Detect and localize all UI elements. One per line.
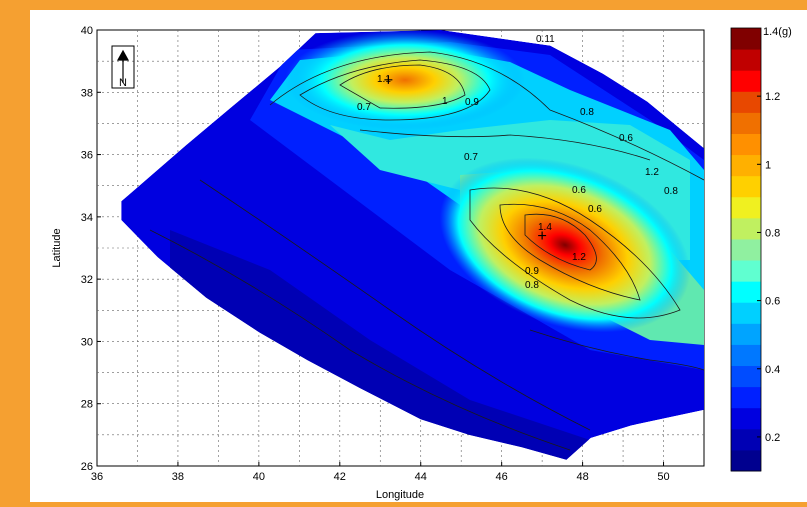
colorbar-band <box>731 344 761 367</box>
contour-line <box>199 179 591 431</box>
colorbar-tick-label: 0.6 <box>765 296 780 308</box>
colorbar-tick-label: 0.4 <box>765 364 780 376</box>
colorbar-band <box>731 91 761 113</box>
north-arrow-icon <box>116 49 130 83</box>
colorbar-ticks: 1.2 1 0.8 0.6 0.4 0.2 <box>757 91 780 444</box>
colorbar-band <box>731 449 761 472</box>
colorbar-band <box>731 175 761 198</box>
y-tick-label: 26 <box>81 461 93 473</box>
contour-line <box>359 129 651 161</box>
colorbar-outline <box>730 27 762 472</box>
x-tick-label: 44 <box>415 471 427 483</box>
colorbar-tick-label: 0.2 <box>765 432 780 444</box>
contour-label: 0.9 <box>525 266 539 277</box>
colorbar-band <box>731 365 761 388</box>
contour-label: 0.6 <box>619 133 633 144</box>
x-tick-label: 38 <box>172 471 184 483</box>
colorbar-band <box>731 386 761 409</box>
x-tick-label: 42 <box>334 471 346 483</box>
y-tick-label: 40 <box>81 25 93 37</box>
y-tick-label: 34 <box>81 212 93 224</box>
peak-marker <box>384 75 393 84</box>
contour-map-chart: 0.11 1.1 1 0.9 0.7 0.8 0.6 0.7 1.2 0.6 0.8 0.6 1.4 1.… <box>51 25 792 501</box>
contour-label: 0.11 <box>536 34 555 45</box>
contour-line <box>529 329 705 371</box>
contour-line <box>299 59 491 121</box>
north-high <box>285 30 525 130</box>
peak-markers <box>384 75 547 240</box>
contour-line <box>499 203 641 301</box>
colorbar-band <box>731 28 761 50</box>
colorbar-tick-label: 1 <box>765 159 771 171</box>
colorbar-band <box>731 323 761 345</box>
south-high <box>439 157 691 333</box>
x-tick-label: 50 <box>657 471 669 483</box>
contour-lines <box>149 51 705 451</box>
colorbar-band <box>731 133 761 156</box>
contour-line <box>469 187 681 319</box>
contour-label: 0.7 <box>464 152 478 163</box>
y-tick-label: 36 <box>81 150 93 162</box>
colorbar-band <box>731 154 761 177</box>
x-axis-label: Longitude <box>376 489 424 501</box>
contour-label: 1.2 <box>572 252 586 263</box>
contour-label: 1.2 <box>645 167 659 178</box>
colorbar-bands <box>731 28 761 472</box>
contour-label: 1.1 <box>377 74 391 85</box>
colorbar-band <box>731 217 761 240</box>
x-axis-ticks: 36 38 40 42 44 46 48 50 <box>91 462 670 483</box>
colorbar-band <box>731 428 761 451</box>
contour-label: 0.8 <box>525 280 539 291</box>
contour-line <box>339 64 466 109</box>
contour-label: 0.6 <box>588 204 602 215</box>
colorbar: 1.4(g) 1.2 1 0.8 0.6 0.4 0.2 <box>730 26 792 472</box>
north-arrow-box <box>111 45 135 89</box>
north-arrow: N <box>111 45 135 89</box>
contour-label: 0.8 <box>580 107 594 118</box>
colorbar-band <box>731 260 761 282</box>
colorbar-band <box>731 281 761 303</box>
x-tick-label: 48 <box>576 471 588 483</box>
colorbar-band <box>731 407 761 430</box>
north-arrow-label: N <box>119 77 127 89</box>
peak-marker <box>538 231 547 240</box>
y-tick-label: 28 <box>81 399 93 411</box>
colorbar-band <box>731 112 761 134</box>
contour-label: 1 <box>442 96 448 107</box>
colorbar-band <box>731 238 761 261</box>
colorbar-band <box>731 302 761 324</box>
y-axis-ticks: 26 28 30 32 34 36 38 40 <box>81 25 101 473</box>
colorbar-top-label: 1.4(g) <box>763 26 792 38</box>
colorbar-tick-label: 0.8 <box>765 227 780 239</box>
contour-line <box>524 213 597 271</box>
x-tick-label: 36 <box>91 471 103 483</box>
contour-label: 0.9 <box>465 97 479 108</box>
x-tick-label: 40 <box>253 471 265 483</box>
colorbar-band <box>731 49 761 71</box>
y-tick-label: 32 <box>81 274 93 286</box>
contour-line <box>269 51 705 181</box>
chart-frame: 0.11 1.1 1 0.9 0.7 0.8 0.6 0.7 1.2 0.6 0.8 0.6 1.4 1.… <box>30 10 807 502</box>
contour-label: 0.8 <box>664 186 678 197</box>
y-tick-label: 30 <box>81 336 93 348</box>
colorbar-tick-label: 1.2 <box>765 91 780 103</box>
plot-area: 0.11 1.1 1 0.9 0.7 0.8 0.6 0.7 1.2 0.6 0.8 0.6 1.4 1.… <box>51 25 705 501</box>
y-tick-label: 38 <box>81 87 93 99</box>
contour-label: 0.6 <box>572 185 586 196</box>
y-axis-label: Latitude <box>51 228 63 267</box>
x-tick-label: 46 <box>496 471 508 483</box>
contour-line <box>149 229 571 451</box>
contour-labels: 0.11 1.1 1 0.9 0.7 0.8 0.6 0.7 1.2 0.6 0.8 0.6 1.4 1.… <box>357 34 678 291</box>
contour-label: 1.4 <box>538 222 552 233</box>
contour-label: 0.7 <box>357 102 371 113</box>
colorbar-band <box>731 196 761 219</box>
colorbar-band <box>731 70 761 92</box>
